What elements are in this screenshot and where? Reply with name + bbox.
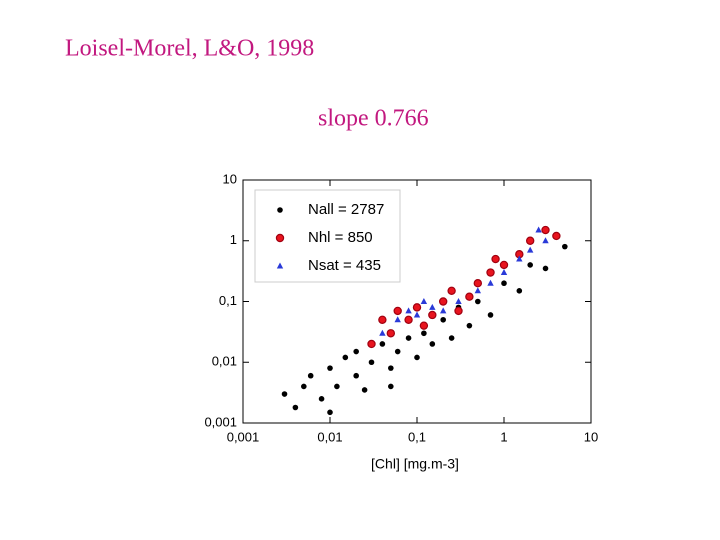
dot-marker: [527, 262, 533, 268]
circle-marker: [454, 306, 463, 316]
x-axis-label: [Chl] [mg.m-3]: [371, 456, 459, 472]
circle-marker: [438, 297, 448, 306]
circle-marker: [378, 315, 387, 324]
slide-subtitle: slope 0.766: [318, 106, 429, 132]
legend-label: Nsat = 435: [308, 257, 381, 274]
dot-marker: [487, 312, 494, 318]
circle-marker: [465, 292, 474, 301]
y-tick-label: 0,1: [219, 293, 237, 308]
triangle-marker: [379, 329, 386, 336]
circle-marker: [473, 279, 483, 288]
triangle-marker: [474, 287, 482, 294]
dot-marker: [334, 383, 340, 390]
dot-marker: [277, 207, 283, 213]
circle-marker: [367, 339, 376, 349]
dot-marker: [405, 335, 412, 341]
circle-marker: [419, 321, 429, 330]
circle-marker: [412, 303, 422, 312]
triangle-marker: [420, 298, 428, 304]
triangle-marker: [394, 316, 401, 323]
dot-marker: [301, 383, 307, 390]
legend-label: Nall = 2787: [308, 201, 384, 218]
circle-marker: [428, 310, 437, 320]
dot-marker: [388, 383, 394, 390]
dot-marker: [353, 372, 359, 379]
dot-marker: [388, 365, 394, 371]
triangle-marker: [413, 311, 421, 318]
dot-marker: [281, 391, 288, 397]
dot-marker: [501, 280, 507, 287]
dot-marker: [353, 348, 359, 355]
dot-marker: [542, 265, 549, 272]
triangle-marker: [276, 262, 284, 269]
x-tick-label: 0,001: [227, 429, 260, 444]
x-tick-label: 0,1: [408, 429, 426, 444]
triangle-marker: [429, 303, 436, 310]
dot-marker: [414, 354, 420, 361]
dot-marker: [292, 404, 299, 411]
y-tick-label: 0,001: [204, 414, 237, 429]
dot-marker: [327, 365, 333, 371]
circle-marker: [447, 286, 456, 296]
circle-marker: [541, 225, 550, 235]
circle-marker: [404, 315, 413, 324]
triangle-marker: [542, 237, 549, 244]
y-tick-label: 1: [230, 232, 237, 247]
triangle-marker: [455, 298, 462, 304]
circle-marker: [525, 236, 535, 245]
dot-marker: [327, 409, 333, 416]
x-tick-label: 10: [584, 429, 598, 444]
dot-marker: [361, 387, 368, 393]
x-tick-label: 1: [500, 429, 507, 444]
dot-marker: [466, 322, 473, 329]
y-tick-label: 10: [223, 171, 237, 186]
circle-marker: [491, 254, 500, 264]
dot-marker: [379, 341, 386, 347]
circle-marker: [275, 233, 285, 243]
circle-marker: [499, 260, 509, 270]
triangle-marker: [405, 307, 412, 314]
dot-marker: [342, 354, 349, 361]
dot-marker: [448, 335, 455, 341]
triangle-marker: [535, 226, 542, 233]
dot-marker: [440, 316, 446, 323]
triangle-marker: [500, 269, 508, 276]
triangle-marker: [439, 307, 447, 314]
dot-marker: [368, 359, 375, 366]
circle-marker: [552, 231, 561, 241]
dot-marker: [516, 288, 523, 294]
triangle-marker: [487, 279, 494, 286]
circle-marker: [486, 268, 495, 277]
slide-title: Loisel-Morel, L&O, 1998: [65, 36, 314, 62]
circle-marker: [386, 329, 396, 338]
dot-marker: [394, 348, 401, 355]
dot-marker: [475, 298, 481, 305]
triangle-marker: [516, 255, 523, 262]
x-tick-label: 0,01: [317, 429, 342, 444]
circle-marker: [393, 306, 402, 316]
dot-marker: [421, 330, 427, 337]
dot-marker: [307, 372, 314, 379]
dot-marker: [318, 396, 325, 402]
dot-marker: [429, 341, 436, 347]
triangle-marker: [526, 246, 534, 253]
legend-label: Nhl = 850: [308, 229, 373, 246]
dot-marker: [562, 243, 568, 250]
y-tick-label: 0,01: [212, 354, 237, 369]
